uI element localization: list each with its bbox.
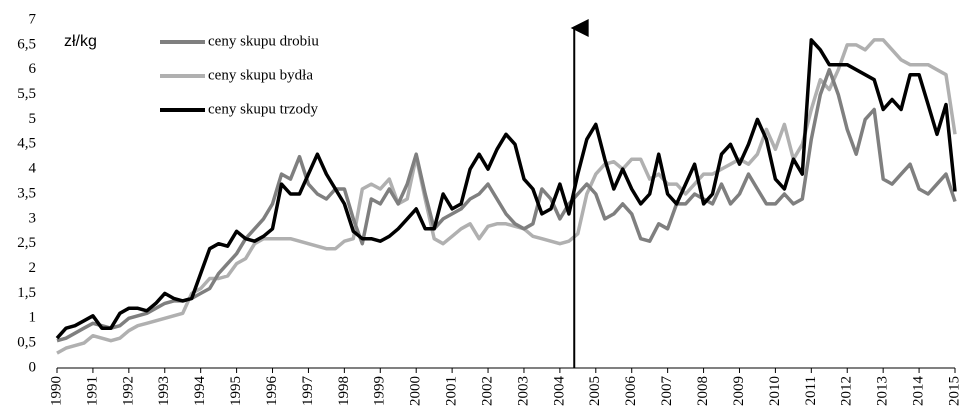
y-tick-label: 1,5: [17, 285, 36, 301]
x-tick-label: 2014: [911, 376, 927, 407]
unit-annotation: zł/kg: [64, 33, 97, 50]
x-tick-label: 1993: [156, 376, 172, 406]
x-tick-label: 2004: [551, 376, 567, 407]
y-tick-label: 3: [29, 210, 37, 226]
y-tick-label: 7: [29, 11, 37, 27]
x-tick-label: 2012: [839, 376, 855, 406]
y-tick-label: 5: [29, 111, 37, 127]
x-tick-label: 1997: [300, 376, 316, 407]
x-tick-label: 2013: [875, 376, 891, 406]
y-tick-label: 2: [29, 260, 37, 276]
y-tick-label: 2,5: [17, 235, 36, 251]
x-tick-label: 2006: [623, 376, 639, 407]
legend-label: ceny skupu bydła: [208, 67, 313, 83]
y-tick-label: 6,5: [17, 36, 36, 52]
x-tick-label: 2002: [479, 376, 495, 406]
x-tick-label: 1992: [120, 376, 136, 406]
x-tick-label: 2015: [946, 376, 962, 406]
x-tick-label: 1990: [48, 376, 64, 406]
y-tick-label: 0: [29, 359, 37, 375]
y-tick-label: 4: [29, 161, 37, 177]
x-tick-label: 1998: [336, 376, 352, 406]
x-tick-label: 1996: [264, 376, 280, 407]
series-line: [55, 38, 957, 340]
x-tick-label: 1999: [372, 376, 388, 406]
series-line: [56, 38, 957, 355]
x-tick-label: 2008: [695, 376, 711, 406]
y-tick-label: 6: [29, 61, 37, 77]
legend-label: ceny skupu trzody: [208, 101, 318, 117]
y-tick-label: 0,5: [17, 335, 36, 351]
x-tick-label: 2011: [803, 376, 819, 405]
x-tick-label: 1995: [228, 376, 244, 406]
y-tick-label: 4,5: [17, 136, 36, 152]
y-tick-label: 3,5: [17, 185, 36, 201]
x-tick-label: 2010: [767, 376, 783, 406]
y-tick-label: 1: [29, 310, 37, 326]
x-tick-label: 2000: [408, 376, 424, 406]
legend-label: ceny skupu drobiu: [208, 33, 319, 49]
x-tick-label: 1991: [84, 376, 100, 406]
x-tick-label: 2001: [444, 376, 460, 406]
x-tick-label: 2009: [731, 376, 747, 406]
series-line: [56, 67, 957, 343]
y-tick-label: 5,5: [17, 86, 36, 102]
x-tick-label: 2003: [515, 376, 531, 406]
x-tick-label: 1994: [192, 376, 208, 407]
x-tick-label: 2005: [587, 376, 603, 406]
x-tick-label: 2007: [659, 376, 675, 407]
